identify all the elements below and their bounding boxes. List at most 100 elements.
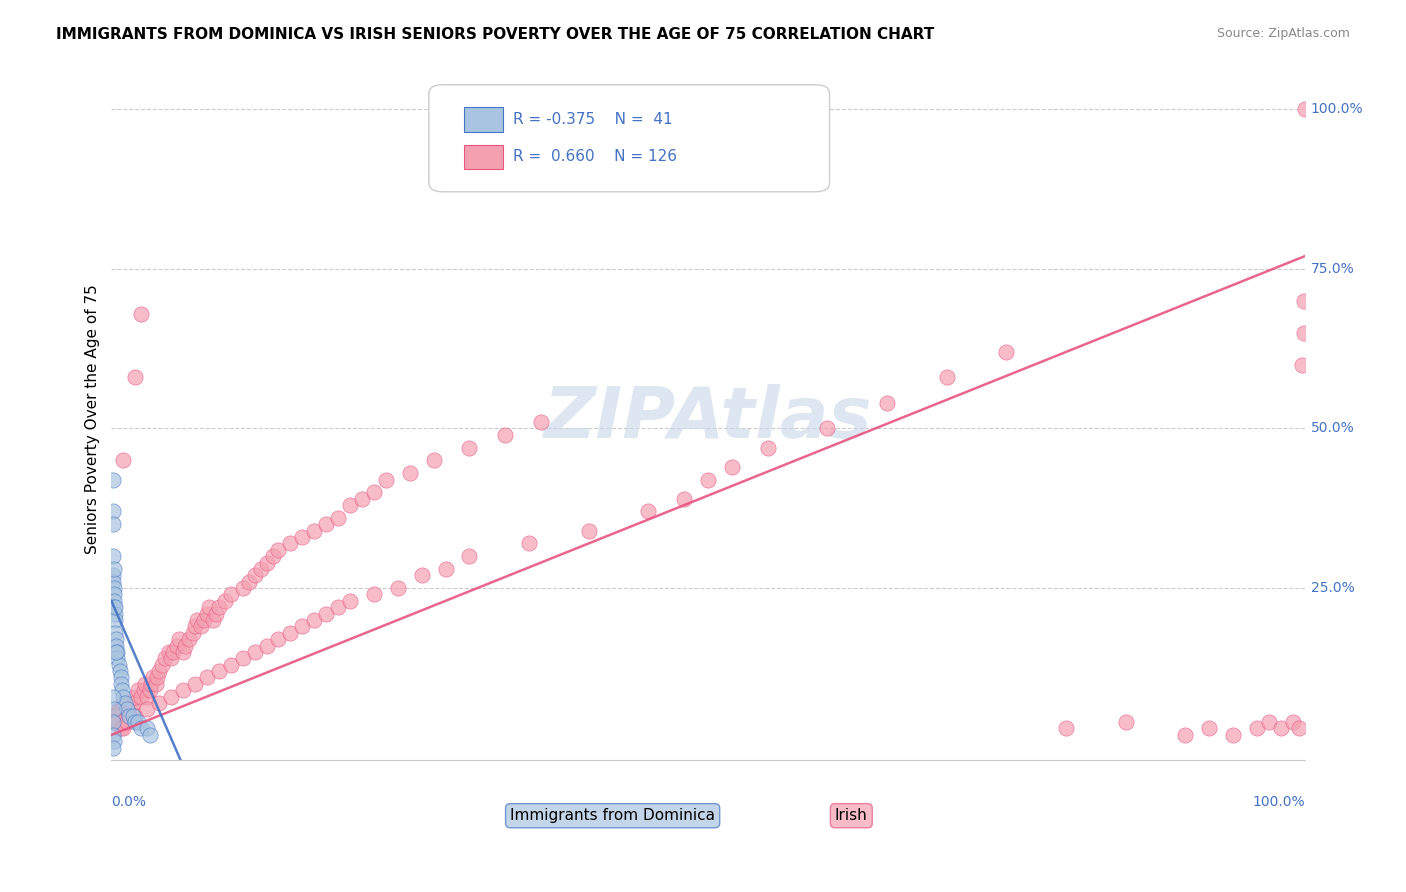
Point bbox=[129, 307, 152, 321]
Point bbox=[339, 594, 361, 608]
Point bbox=[243, 645, 266, 659]
Point bbox=[1115, 715, 1137, 730]
Point bbox=[124, 715, 146, 730]
Point bbox=[214, 594, 236, 608]
Text: 50.0%: 50.0% bbox=[1310, 422, 1354, 435]
Point bbox=[172, 683, 194, 698]
Text: Source: ZipAtlas.com: Source: ZipAtlas.com bbox=[1216, 27, 1350, 40]
Point bbox=[104, 613, 127, 627]
Point bbox=[422, 453, 444, 467]
Point bbox=[458, 441, 481, 455]
Point bbox=[101, 740, 124, 755]
Point bbox=[350, 491, 373, 506]
Point bbox=[145, 670, 167, 684]
Point bbox=[101, 690, 124, 704]
Point bbox=[243, 568, 266, 582]
Point bbox=[115, 702, 138, 716]
Point bbox=[1054, 722, 1077, 736]
Point bbox=[122, 708, 145, 723]
Point bbox=[124, 690, 146, 704]
Point bbox=[374, 473, 396, 487]
Point bbox=[115, 715, 138, 730]
Point bbox=[673, 491, 696, 506]
Point bbox=[256, 556, 278, 570]
Point bbox=[136, 722, 159, 736]
Point bbox=[127, 715, 149, 730]
Point bbox=[697, 473, 720, 487]
Point bbox=[150, 657, 173, 672]
Point bbox=[145, 677, 167, 691]
Point bbox=[219, 587, 242, 601]
Text: 100.0%: 100.0% bbox=[1253, 795, 1305, 808]
Point bbox=[186, 613, 208, 627]
Point bbox=[105, 645, 128, 659]
Point bbox=[201, 613, 224, 627]
Point bbox=[387, 581, 409, 595]
Point bbox=[138, 728, 160, 742]
Text: 75.0%: 75.0% bbox=[1310, 262, 1354, 276]
Point bbox=[101, 715, 124, 730]
Text: R =  0.660    N = 126: R = 0.660 N = 126 bbox=[513, 150, 678, 164]
Point bbox=[157, 645, 180, 659]
Point bbox=[104, 607, 127, 621]
Point bbox=[112, 453, 135, 467]
Point bbox=[267, 632, 290, 647]
Point bbox=[232, 581, 254, 595]
Point bbox=[339, 498, 361, 512]
Point bbox=[110, 677, 132, 691]
Point bbox=[1294, 103, 1316, 117]
Point bbox=[995, 345, 1018, 359]
Point bbox=[115, 702, 138, 716]
Point bbox=[124, 708, 146, 723]
Point bbox=[1198, 722, 1220, 736]
Point bbox=[124, 370, 146, 384]
Point bbox=[494, 428, 516, 442]
Point bbox=[1288, 722, 1310, 736]
Point bbox=[122, 696, 145, 710]
Point bbox=[935, 370, 957, 384]
Point bbox=[190, 619, 212, 633]
Text: 0.0%: 0.0% bbox=[111, 795, 146, 808]
Point bbox=[103, 587, 125, 601]
Point bbox=[105, 715, 128, 730]
Point bbox=[110, 708, 132, 723]
Point bbox=[530, 415, 553, 429]
Point bbox=[1174, 728, 1197, 742]
Point bbox=[105, 708, 128, 723]
Point bbox=[315, 607, 337, 621]
Point bbox=[232, 651, 254, 665]
Point bbox=[238, 574, 260, 589]
Point bbox=[184, 677, 207, 691]
Point bbox=[111, 683, 134, 698]
Point bbox=[139, 677, 162, 691]
Point bbox=[110, 670, 132, 684]
Point bbox=[105, 645, 128, 659]
Point bbox=[291, 530, 314, 544]
Point bbox=[249, 562, 271, 576]
Point bbox=[817, 421, 839, 435]
Text: ZIPAtlas: ZIPAtlas bbox=[544, 384, 872, 453]
Point bbox=[153, 651, 176, 665]
Point bbox=[101, 504, 124, 518]
Text: 25.0%: 25.0% bbox=[1310, 581, 1354, 595]
Point bbox=[114, 696, 136, 710]
Point bbox=[198, 600, 221, 615]
Point bbox=[304, 524, 326, 538]
Point bbox=[103, 734, 125, 748]
Point bbox=[208, 664, 231, 678]
Point bbox=[219, 657, 242, 672]
Point bbox=[132, 683, 155, 698]
Point bbox=[101, 549, 124, 563]
Point bbox=[1270, 722, 1292, 736]
Point bbox=[162, 645, 184, 659]
Point bbox=[181, 625, 204, 640]
Point bbox=[104, 600, 127, 615]
Point bbox=[105, 708, 128, 723]
Point bbox=[267, 542, 290, 557]
Point bbox=[103, 702, 125, 716]
Point bbox=[101, 568, 124, 582]
Point bbox=[104, 625, 127, 640]
Point bbox=[136, 690, 159, 704]
Point bbox=[411, 568, 433, 582]
Point bbox=[127, 683, 149, 698]
